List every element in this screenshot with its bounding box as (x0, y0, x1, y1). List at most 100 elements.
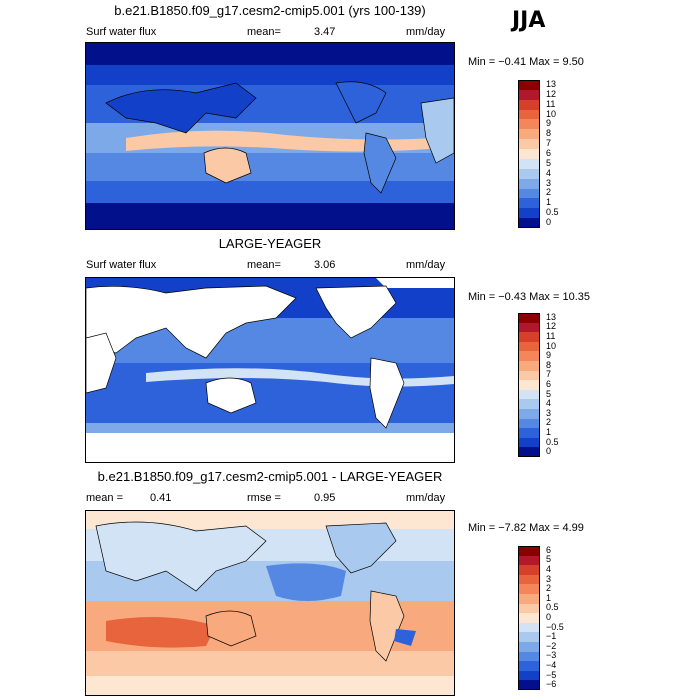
colorbar-tick-label: 5 (546, 388, 552, 399)
colorbar-tick-label: 0.5 (546, 436, 559, 447)
panel1-africa-land (420, 97, 454, 164)
panel2-minmax: Min = −0.43 Max = 10.35 (468, 291, 590, 303)
colorbar-swatch (518, 622, 540, 633)
colorbar-tick-label: 9 (546, 350, 552, 361)
colorbar-tick-label: 8 (546, 359, 552, 370)
colorbar-swatch (518, 661, 540, 672)
colorbar-swatch (518, 389, 540, 400)
colorbar-tick-label: 13 (546, 78, 557, 89)
colorbar-tick-label: 11 (546, 98, 556, 109)
panel3-rmse-value: 0.95 (314, 492, 336, 504)
panel2-australia-land (205, 377, 257, 414)
panel1-mean-label: mean= (247, 26, 281, 38)
colorbar-swatch (518, 322, 540, 333)
colorbar-tick-label: 0 (546, 446, 552, 457)
colorbar-tick-label: 0 (546, 612, 552, 622)
colorbar-tick-label: 12 (546, 88, 557, 99)
colorbar-swatch (518, 447, 540, 458)
panel3-indian-positive (106, 617, 216, 648)
colorbar-swatch (518, 119, 540, 130)
colorbar-tick-label: −0.5 (546, 621, 564, 632)
colorbar-tick-label: 6 (546, 544, 552, 555)
colorbar-swatch (518, 332, 540, 343)
panel3-southern-band (86, 651, 454, 676)
colorbar-tick-label: 7 (546, 369, 552, 380)
colorbar-tick-label: −6 (546, 679, 557, 690)
colorbar-tick-label: 0.5 (546, 602, 559, 613)
panel1-australia-land (203, 147, 252, 184)
colorbar-tick-label: 1 (546, 427, 552, 437)
panel2-variable-label: Surf water flux (86, 259, 157, 271)
panel2-units: mm/day (406, 259, 446, 271)
colorbar-swatch (518, 555, 540, 566)
colorbar-tick-label: 7 (546, 138, 552, 149)
panel1-south-america-land (363, 132, 397, 194)
panel1-antarctic-band (86, 203, 454, 229)
colorbar-swatch (518, 129, 540, 140)
colorbar-swatch (518, 428, 540, 439)
panel1-southern-ocean-band (86, 181, 454, 203)
colorbar-tick-label: −1 (546, 631, 557, 642)
panel2-north-america-land (315, 285, 397, 339)
colorbar-tick-label: −5 (546, 669, 557, 680)
colorbar-swatch (518, 149, 540, 160)
colorbar-swatch (518, 158, 540, 170)
panel1-colorbar: 13 12 11 10 9 8 7 6 5 4 3 2 1 0.5 0 (518, 79, 559, 229)
colorbar-swatch (518, 603, 540, 614)
colorbar-tick-label: 4 (546, 564, 552, 574)
panel3-minmax: Min = −7.82 Max = 4.99 (468, 522, 584, 534)
colorbar-swatch (518, 546, 540, 557)
panel3-mean-label: mean = (86, 492, 123, 504)
colorbar-tick-label: 13 (546, 311, 557, 322)
panel2-africa-land (86, 332, 117, 394)
colorbar-tick-label: 5 (546, 554, 552, 565)
colorbar-swatch (518, 361, 540, 372)
panel2-map (85, 277, 455, 463)
panel3-north-america-land (325, 522, 397, 574)
panel1-south-band (86, 153, 454, 181)
colorbar-tick-label: 4 (546, 398, 552, 409)
colorbar-swatch (518, 574, 540, 585)
panel3-eurasia-land (95, 521, 267, 592)
panel2-mean-label: mean= (247, 259, 281, 271)
colorbar-swatch (518, 178, 540, 190)
panel1-mean-value: 3.47 (314, 26, 336, 38)
panel1-variable-label: Surf water flux (86, 26, 157, 38)
colorbar-tick-label: 9 (546, 118, 552, 129)
panel3-title: b.e21.B1850.f09_g17.cesm2-cmip5.001 - LA… (97, 469, 443, 484)
colorbar-swatch (518, 109, 540, 120)
colorbar-swatch (518, 208, 540, 219)
colorbar-swatch (518, 99, 540, 111)
panel2-eurasia-land (86, 285, 297, 359)
colorbar-swatch (518, 218, 540, 229)
colorbar-swatch (518, 642, 540, 653)
panel3-south-america-land (369, 590, 405, 662)
colorbar-swatch (518, 584, 540, 595)
panel1-minmax: Min = −0.41 Max = 9.50 (468, 56, 584, 68)
panel2-antarctica-land (86, 433, 454, 462)
colorbar-tick-label: 11 (546, 331, 556, 341)
panel3-units: mm/day (406, 492, 446, 504)
colorbar-tick-label: 3 (546, 573, 552, 584)
colorbar-swatch (518, 418, 540, 429)
panel3-pacific-negative (266, 563, 346, 601)
colorbar-swatch (518, 188, 540, 199)
colorbar-swatch (518, 139, 540, 150)
panel2-mean-value: 3.06 (314, 259, 336, 271)
panel2-map-svg (86, 278, 454, 462)
panel2-colorbar: 13 12 11 10 9 8 7 6 5 4 3 2 1 0.5 0 (518, 312, 559, 458)
panel2-south-america-land (369, 357, 405, 429)
colorbar-tick-label: 6 (546, 379, 552, 389)
colorbar-swatch (518, 680, 540, 691)
panel1-map (85, 42, 455, 230)
colorbar-tick-label: −2 (546, 640, 557, 651)
colorbar-tick-label: 2 (546, 417, 552, 428)
colorbar-tick-label: 5 (546, 157, 552, 168)
colorbar-tick-label: 6 (546, 148, 552, 158)
colorbar-swatch (518, 351, 540, 362)
panel2-title: LARGE-YEAGER (218, 236, 322, 251)
panel3-mean-value: 0.41 (150, 492, 172, 504)
panel1-title: b.e21.B1850.f09_g17.cesm2-cmip5.001 (yrs… (114, 3, 426, 18)
panel3-map (85, 510, 455, 696)
colorbar-tick-label: 0 (546, 217, 552, 228)
